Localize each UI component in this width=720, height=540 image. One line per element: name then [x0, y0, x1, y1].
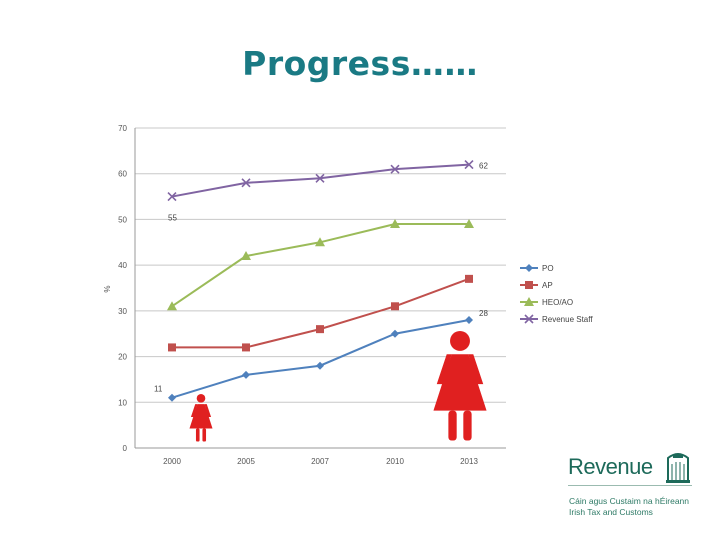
legend-label: Revenue Staff	[542, 315, 593, 324]
series-line	[171, 163, 470, 198]
legend-label: AP	[542, 281, 553, 290]
woman-icon-head	[450, 331, 470, 351]
data-point	[242, 343, 250, 352]
x-marker	[167, 192, 177, 202]
x-tick-label: 2013	[460, 457, 478, 466]
series-line	[172, 277, 470, 349]
y-tick-label: 30	[118, 307, 127, 316]
data-point	[167, 192, 177, 202]
x-marker	[241, 178, 251, 188]
x-marker	[524, 314, 534, 324]
revenue-logo: Revenue Cáin agus Custaim na hÉireann Ir…	[566, 452, 696, 522]
data-label: 11	[154, 385, 163, 394]
data-point	[524, 297, 534, 306]
x-tick-label: 2010	[386, 457, 404, 466]
data-point	[390, 219, 400, 228]
x-tick-label: 2000	[163, 457, 181, 466]
data-point	[241, 251, 251, 260]
data-point	[464, 219, 474, 228]
y-tick-label: 70	[118, 124, 127, 133]
y-tick-label: 10	[118, 398, 127, 407]
x-tick-label: 2005	[237, 457, 255, 466]
data-label: 62	[479, 162, 488, 171]
logo-english-line: Irish Tax and Customs	[569, 507, 653, 517]
data-point	[241, 178, 251, 188]
logo-divider	[568, 485, 692, 486]
data-point	[391, 329, 399, 338]
chart-legend: PO AP HEO/AO Revenue Staff	[520, 264, 593, 324]
logo-wordmark: Revenue	[568, 454, 653, 479]
x-marker	[315, 173, 325, 183]
woman-icon-leg	[195, 428, 200, 442]
data-point	[168, 393, 176, 402]
woman-icon-arm	[436, 354, 452, 385]
data-point	[316, 361, 324, 370]
logo-irish-line: Cáin agus Custaim na hÉireann	[569, 496, 690, 506]
data-point	[525, 281, 533, 289]
legend-label: HEO/AO	[542, 298, 573, 307]
x-tick-label: 2007	[311, 457, 329, 466]
chart-series	[167, 160, 474, 402]
data-point	[524, 314, 534, 324]
woman-icon-arm	[190, 404, 198, 418]
chart-axes: 0 10 20 30 40 50 60 70 2000 2005 2007 2010 2013%	[103, 124, 506, 466]
data-point	[167, 301, 177, 311]
data-point	[315, 173, 325, 183]
woman-icon-leg	[448, 410, 457, 441]
woman-icon-dress	[189, 404, 213, 429]
data-point	[525, 264, 533, 272]
y-axis-label: %	[103, 285, 112, 292]
data-point	[315, 237, 325, 247]
chart-annotations	[189, 331, 487, 442]
legend-label: PO	[542, 264, 554, 273]
data-point	[391, 302, 399, 311]
woman-icon	[433, 331, 487, 441]
data-point	[168, 343, 176, 352]
data-point	[242, 370, 250, 379]
woman-icon-leg	[463, 410, 472, 441]
y-tick-label: 40	[118, 261, 127, 270]
data-label: 28	[479, 309, 488, 318]
data-label: 55	[168, 214, 177, 223]
y-tick-label: 60	[118, 170, 127, 179]
y-tick-label: 20	[118, 353, 127, 362]
y-tick-label: 0	[123, 444, 128, 453]
data-point	[316, 325, 324, 334]
woman-icon-head	[196, 394, 206, 403]
page-title: Progress……	[242, 44, 478, 83]
woman-icon-dress	[433, 354, 487, 411]
woman-icon-leg	[202, 428, 207, 442]
chart-data-labels: 11 28 55 62	[154, 162, 488, 394]
data-point	[465, 274, 473, 283]
data-point	[464, 160, 474, 170]
x-marker	[390, 164, 400, 174]
woman-icon	[189, 394, 213, 442]
harp-icon	[666, 453, 690, 483]
data-point	[465, 316, 473, 324]
y-tick-label: 50	[118, 215, 127, 224]
x-marker	[464, 160, 474, 170]
chart-grid	[135, 127, 506, 403]
data-point	[390, 164, 400, 174]
